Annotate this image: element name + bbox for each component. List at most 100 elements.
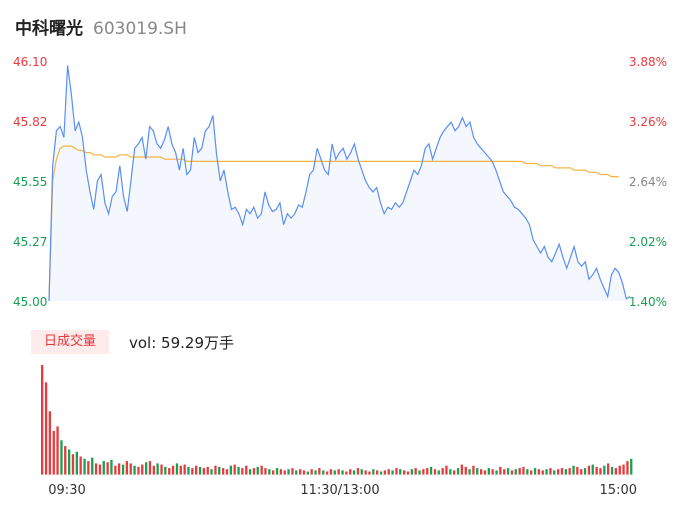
- volume-bar: [222, 468, 225, 475]
- volume-bar: [71, 454, 75, 475]
- volume-bar: [171, 465, 175, 475]
- volume-bar: [164, 466, 167, 475]
- volume-bar: [160, 464, 163, 475]
- volume-bar: [410, 469, 413, 475]
- volume-bar: [495, 470, 498, 475]
- volume-readout: vol: 59.29万手: [129, 334, 234, 352]
- volume-bar: [48, 411, 51, 475]
- volume-bar: [472, 465, 475, 475]
- volume-bar: [87, 461, 90, 475]
- volume-bar: [418, 470, 421, 475]
- volume-bar: [580, 469, 583, 475]
- volume-bar: [376, 470, 379, 475]
- volume-bar: [314, 470, 317, 475]
- volume-bar: [202, 468, 205, 475]
- volume-bar: [372, 469, 375, 475]
- volume-bar: [599, 468, 602, 475]
- volume-bar: [360, 469, 363, 475]
- volume-bar: [618, 465, 621, 475]
- volume-bar: [480, 469, 483, 475]
- volume-bar: [252, 468, 256, 475]
- volume-bar: [506, 468, 510, 475]
- volume-bar: [145, 462, 148, 475]
- volume-bar: [557, 469, 560, 475]
- volume-bar: [564, 469, 567, 475]
- volume-bar: [198, 466, 202, 475]
- volume-bar: [522, 466, 525, 475]
- volume-bar: [229, 465, 232, 475]
- volume-bar: [441, 468, 444, 475]
- volume-bar: [91, 457, 94, 475]
- volume-bar: [476, 468, 479, 475]
- y-right-tick: 2.02%: [629, 235, 667, 249]
- volume-bar: [329, 469, 333, 475]
- x-tick: 11:30/13:00: [300, 483, 379, 498]
- stock-header: 中科曙光 603019.SH: [15, 14, 187, 39]
- volume-bar: [125, 461, 128, 475]
- volume-bar: [572, 465, 575, 475]
- volume-bar: [549, 468, 552, 475]
- volume-bar: [121, 464, 125, 475]
- volume-bar: [56, 426, 59, 475]
- axis-labels: 46.10 45.82 45.55 45.27 45.00 3.88% 3.26% 2.64%…: [13, 55, 667, 498]
- volume-bar: [591, 464, 594, 475]
- volume-bar: [310, 469, 313, 475]
- y-left-tick: 45.27: [13, 235, 47, 249]
- volume-bar: [233, 464, 236, 475]
- volume-bar: [114, 465, 117, 475]
- volume-bar: [325, 471, 329, 475]
- volume-bar: [75, 451, 78, 475]
- volume-bar: [218, 466, 221, 475]
- volume-bar: [133, 465, 136, 475]
- volume-bar: [210, 469, 213, 475]
- volume-bar: [283, 470, 286, 475]
- volume-bar: [141, 464, 144, 475]
- volume-bar: [106, 462, 109, 475]
- volume-bar: [568, 468, 571, 475]
- volume-bar: [487, 468, 490, 475]
- volume-bar: [491, 469, 494, 475]
- volume-bar: [83, 458, 86, 475]
- volume-bar: [622, 464, 625, 475]
- volume-bar: [395, 468, 398, 475]
- volume-bar: [118, 463, 121, 475]
- volume-bar: [460, 464, 463, 475]
- volume-bar: [248, 469, 252, 475]
- volume-bar: [456, 468, 460, 475]
- volume-bar: [260, 465, 263, 475]
- volume-bar: [187, 466, 190, 475]
- volume-bar: [368, 471, 371, 475]
- volume-bar: [268, 469, 271, 475]
- volume-bar: [302, 470, 306, 475]
- avg-price-line: [48, 145, 619, 302]
- volume-bar: [607, 463, 610, 475]
- volume-bar: [345, 471, 348, 475]
- volume-bar: [68, 449, 71, 475]
- volume-panel: [41, 365, 634, 476]
- volume-bar: [583, 468, 587, 475]
- volume-bar: [256, 466, 259, 475]
- volume-bar: [44, 382, 48, 475]
- volume-bar: [225, 469, 229, 475]
- volume-bar: [399, 469, 402, 475]
- volume-bar: [337, 469, 340, 475]
- volume-bar: [110, 459, 113, 475]
- volume-bar: [306, 471, 309, 475]
- volume-bar: [333, 470, 336, 475]
- volume-bar: [429, 466, 433, 475]
- volume-bar: [318, 468, 321, 475]
- volume-bar: [356, 468, 360, 475]
- y-left-tick: 45.00: [13, 295, 47, 309]
- y-left-tick: 46.10: [13, 55, 47, 69]
- y-left-tick: 45.82: [13, 115, 47, 129]
- volume-bar: [287, 469, 290, 475]
- volume-bar: [52, 431, 55, 475]
- volume-bar: [630, 458, 633, 475]
- volume-bar: [514, 469, 517, 475]
- volume-bar: [453, 470, 456, 475]
- volume-bar: [499, 466, 502, 475]
- volume-bar: [148, 461, 152, 475]
- volume-bar: [626, 461, 629, 475]
- volume-bar: [291, 468, 294, 475]
